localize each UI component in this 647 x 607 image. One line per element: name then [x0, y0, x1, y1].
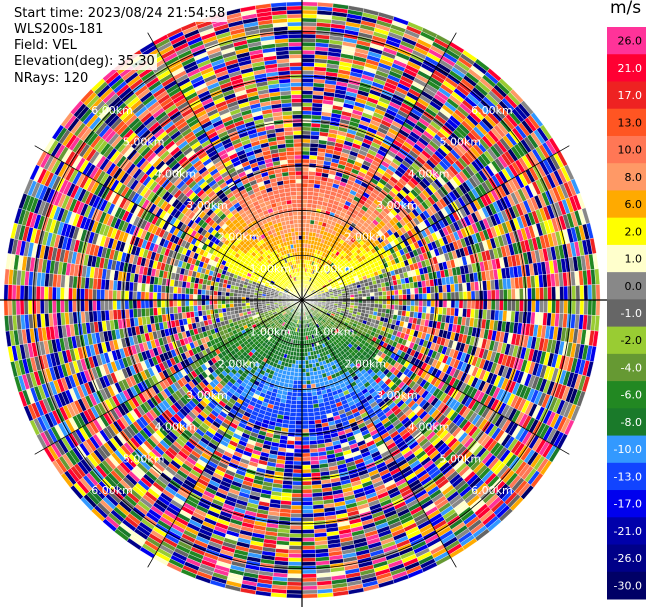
range-label: 6.00km	[91, 484, 133, 497]
range-labels: 1.00km 1.00km 1.00km 1.00km 2.00km 2.00km 2.00…	[91, 104, 513, 497]
range-label: 6.00km	[91, 104, 133, 117]
nrays-label: NRays: 120	[12, 71, 91, 87]
azimuth-line	[301, 32, 457, 301]
range-label: 5.00km	[123, 136, 165, 149]
azimuth-line	[147, 32, 303, 301]
range-label: 2.00km	[345, 231, 387, 244]
range-label: 2.00km	[345, 357, 387, 370]
range-label: 1.00km	[250, 262, 292, 275]
range-label: 6.00km	[471, 104, 513, 117]
range-label: 5.00km	[440, 452, 482, 465]
azimuth-line	[34, 145, 303, 301]
range-label: 4.00km	[408, 167, 450, 180]
range-label: 3.00km	[376, 199, 418, 212]
range-label: 1.00km	[313, 262, 355, 275]
azimuth-lines	[0, 0, 611, 607]
azimuth-line	[301, 145, 570, 301]
range-label: 4.00km	[408, 421, 450, 434]
range-label: 1.00km	[250, 326, 292, 339]
elevation-label: Elevation(deg): 35.30	[12, 54, 157, 70]
range-label: 6.00km	[471, 484, 513, 497]
range-label: 4.00km	[155, 167, 197, 180]
range-label: 2.00km	[218, 357, 260, 370]
range-label: 1.00km	[313, 326, 355, 339]
azimuth-line	[301, 299, 457, 568]
start-time-label: Start time: 2023/08/24 21:54:58	[12, 6, 228, 22]
azimuth-line	[147, 299, 303, 568]
field-label: Field: VEL	[12, 38, 79, 54]
range-label: 5.00km	[440, 136, 482, 149]
range-label: 3.00km	[376, 389, 418, 402]
range-label: 4.00km	[155, 421, 197, 434]
range-label: 3.00km	[186, 199, 228, 212]
velocity-gates	[3, 1, 601, 599]
colorbar-units: m/s	[610, 0, 642, 18]
azimuth-line	[34, 299, 303, 455]
range-label: 2.00km	[218, 231, 260, 244]
range-label: 5.00km	[123, 452, 165, 465]
azimuth-line	[301, 299, 570, 455]
range-label: 3.00km	[186, 389, 228, 402]
instrument-label: WLS200s-181	[12, 22, 106, 38]
